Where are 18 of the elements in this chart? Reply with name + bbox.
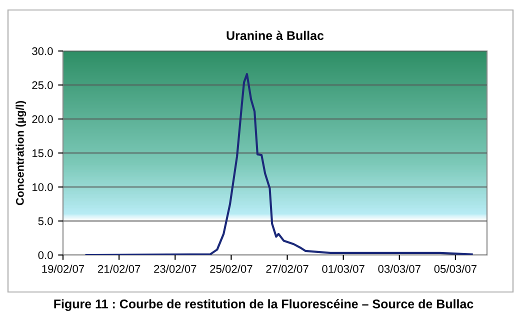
x-tick-label: 01/03/07 xyxy=(322,264,364,273)
x-tick-label: 05/03/07 xyxy=(434,264,477,273)
caption: Figure 11 : Courbe de restitution de la Fluorescéine – Source de Bullac xyxy=(54,299,474,311)
x-tick-label: 25/02/07 xyxy=(210,264,252,273)
chart-title: Uranine à Bullac xyxy=(226,30,324,40)
x-tick-label: 23/02/07 xyxy=(154,264,196,273)
x-tick-label: 21/02/07 xyxy=(98,264,140,273)
y-tick-label: 5.0 xyxy=(38,217,53,226)
y-axis-title: Concentration (µg/l) xyxy=(16,100,26,206)
x-tick-label: 03/03/07 xyxy=(378,264,420,273)
y-tick-label: 25.0 xyxy=(32,81,53,90)
y-tick-label: 30.0 xyxy=(32,47,53,56)
y-tick-label: 20.0 xyxy=(32,115,53,124)
x-tick-label: 27/02/07 xyxy=(266,264,308,273)
y-tick-label: 0.0 xyxy=(38,251,53,260)
y-tick-label: 15.0 xyxy=(32,149,53,158)
x-tick-label: 19/02/07 xyxy=(42,264,84,273)
y-tick-label: 10.0 xyxy=(32,183,53,192)
